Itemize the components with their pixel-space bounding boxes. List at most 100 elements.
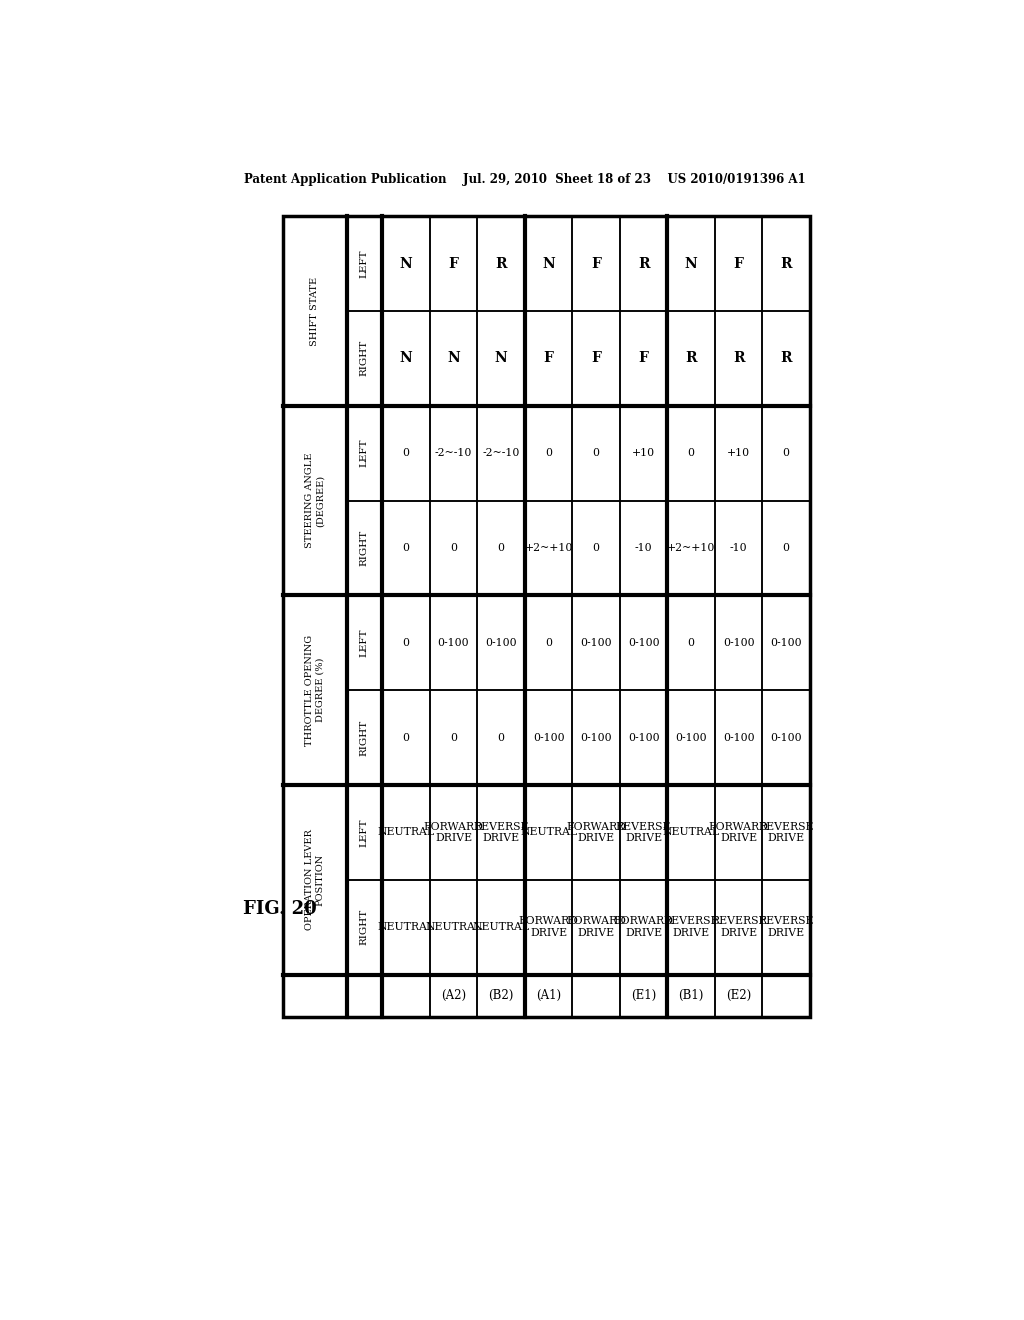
Bar [524,312,572,405]
Text: (E2): (E2) [726,989,752,1002]
Bar [524,500,572,595]
Text: RIGHT: RIGHT [359,719,369,756]
Bar [668,785,715,880]
Bar [524,216,572,312]
Bar [283,216,810,1016]
Text: F: F [544,351,554,366]
Bar [572,595,620,690]
Text: +2~+10: +2~+10 [667,543,716,553]
Text: 0: 0 [402,638,410,648]
Bar [283,974,382,1016]
Text: THROTTLE OPENING
DEGREE (%): THROTTLE OPENING DEGREE (%) [305,635,325,746]
Bar [572,312,620,405]
Text: LEFT: LEFT [359,440,369,467]
Bar [477,974,525,1016]
Text: R: R [733,351,744,366]
Text: (A1): (A1) [536,989,561,1002]
Bar [668,974,715,1016]
Text: R: R [780,256,792,271]
Text: 0: 0 [402,543,410,553]
Text: +10: +10 [632,449,655,458]
Text: 0: 0 [782,543,790,553]
Bar [346,880,382,974]
Bar [763,785,810,880]
Bar [524,880,572,974]
Text: -10: -10 [635,543,652,553]
Bar [620,312,668,405]
Text: R: R [496,256,507,271]
Bar [524,690,572,785]
Bar [763,690,810,785]
Text: 0-100: 0-100 [437,638,469,648]
Bar [668,312,715,405]
Bar [620,880,668,974]
Bar [572,785,620,880]
Text: REVERSE
DRIVE: REVERSE DRIVE [759,916,814,939]
Bar [763,880,810,974]
Bar [346,500,382,595]
Bar [382,595,430,690]
Bar [346,595,382,690]
Bar [477,690,525,785]
Text: 0: 0 [402,733,410,743]
Text: RIGHT: RIGHT [359,341,369,376]
Bar [715,595,763,690]
Bar [430,405,477,500]
Text: 0-100: 0-100 [723,733,755,743]
Text: FORWARD
DRIVE: FORWARD DRIVE [566,821,626,843]
Bar [620,405,668,500]
Text: F: F [639,351,648,366]
Text: 0: 0 [782,449,790,458]
Text: FORWARD
DRIVE: FORWARD DRIVE [424,821,483,843]
Text: F: F [591,256,601,271]
Bar [715,312,763,405]
Text: 0: 0 [545,449,552,458]
Text: 0: 0 [593,543,600,553]
Text: 0-100: 0-100 [676,733,707,743]
Text: 0: 0 [450,733,457,743]
Text: REVERSE
DRIVE: REVERSE DRIVE [615,821,672,843]
Text: 0: 0 [593,449,600,458]
Text: 0: 0 [545,638,552,648]
Text: 0-100: 0-100 [581,733,612,743]
Text: REVERSE
DRIVE: REVERSE DRIVE [711,916,766,939]
Bar [382,690,430,785]
Text: N: N [447,351,460,366]
Bar [346,785,382,880]
Text: +10: +10 [727,449,751,458]
Text: 0-100: 0-100 [485,638,517,648]
Text: 0: 0 [402,449,410,458]
Bar [715,500,763,595]
Text: (B2): (B2) [488,989,514,1002]
Bar [620,690,668,785]
Bar [477,312,525,405]
Bar [572,974,620,1016]
Bar [283,405,346,595]
Bar [715,785,763,880]
Bar [620,500,668,595]
Bar [430,500,477,595]
Text: F: F [591,351,601,366]
Text: +2~+10: +2~+10 [524,543,572,553]
Bar [763,312,810,405]
Bar [382,405,430,500]
Text: REVERSE
DRIVE: REVERSE DRIVE [759,821,814,843]
Bar [620,595,668,690]
Text: LEFT: LEFT [359,818,369,846]
Text: N: N [495,351,508,366]
Bar [430,880,477,974]
Bar [668,500,715,595]
Bar [477,405,525,500]
Text: FORWARD
DRIVE: FORWARD DRIVE [613,916,674,939]
Text: NEUTRAL: NEUTRAL [472,923,529,932]
Text: RIGHT: RIGHT [359,529,369,566]
Bar [477,216,525,312]
Text: 0-100: 0-100 [723,638,755,648]
Bar [382,974,430,1016]
Bar [477,500,525,595]
Text: FORWARD
DRIVE: FORWARD DRIVE [566,916,626,939]
Bar [283,216,346,405]
Text: NEUTRAL: NEUTRAL [663,828,720,837]
Bar [763,974,810,1016]
Text: N: N [399,351,413,366]
